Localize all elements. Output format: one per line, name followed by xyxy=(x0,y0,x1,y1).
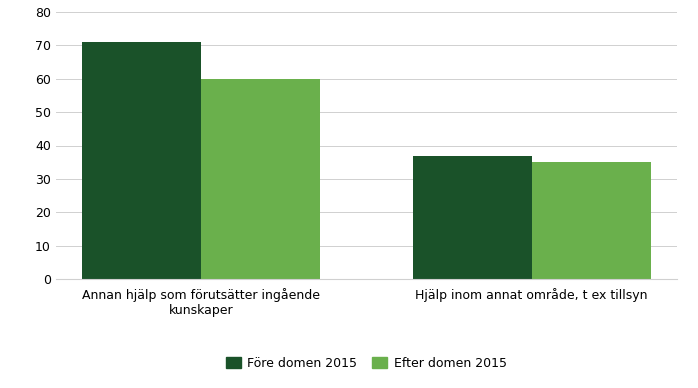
Bar xyxy=(201,78,320,279)
Bar xyxy=(532,162,651,279)
Bar xyxy=(413,156,532,279)
Bar xyxy=(82,42,201,279)
Legend: Före domen 2015, Efter domen 2015: Före domen 2015, Efter domen 2015 xyxy=(221,352,512,375)
